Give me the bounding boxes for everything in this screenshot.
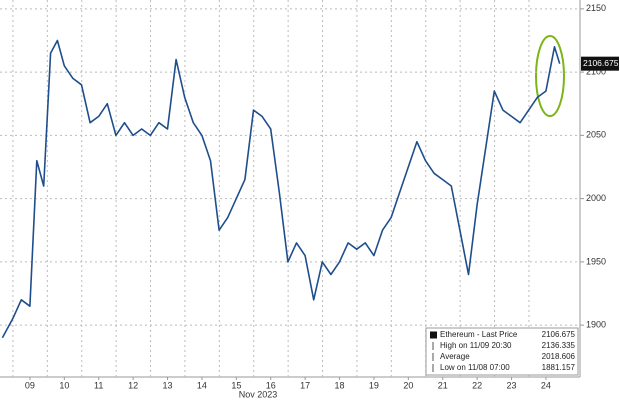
x-tick-label: 17 <box>300 380 310 390</box>
x-tick-label: 10 <box>59 380 69 390</box>
legend-label: Low on 11/08 07:00 <box>440 363 510 372</box>
legend-value: 2136.335 <box>542 341 576 350</box>
x-tick-label: 14 <box>197 380 207 390</box>
last-price-label: 2106.675 <box>583 58 619 68</box>
legend-label: Average <box>440 352 470 361</box>
x-tick-label: 09 <box>25 380 35 390</box>
x-tick-label: 13 <box>163 380 173 390</box>
legend-label: Ethereum - Last Price <box>440 330 518 339</box>
y-tick-label: 2050 <box>586 130 606 140</box>
x-tick-label: 21 <box>438 380 448 390</box>
legend-box <box>425 327 579 376</box>
x-axis-label: Nov 2023 <box>239 389 278 399</box>
legend-label: High on 11/09 20:30 <box>440 341 512 350</box>
x-tick-label: 22 <box>472 380 482 390</box>
price-line <box>1 39 561 339</box>
x-tick-label: 19 <box>369 380 379 390</box>
legend-value: 2018.606 <box>542 352 576 361</box>
y-tick-label: 1900 <box>586 320 606 330</box>
y-tick-label: 2100 <box>586 66 606 76</box>
x-tick-label: 23 <box>507 380 517 390</box>
y-tick-label: 2000 <box>586 193 606 203</box>
legend-value: 1881.157 <box>542 363 576 372</box>
legend: Ethereum - Last Price 2106.675 High on 11/… <box>425 327 579 376</box>
x-tick-label: 12 <box>128 380 138 390</box>
x-tick-label: 18 <box>335 380 345 390</box>
highlight-ellipse <box>535 35 565 117</box>
x-tick-label: 15 <box>231 380 241 390</box>
x-tick-label: 20 <box>403 380 413 390</box>
legend-swatch <box>430 331 437 339</box>
y-tick-label: 1950 <box>586 256 606 266</box>
legend-value: 2106.675 <box>542 330 576 339</box>
last-price-tag <box>581 56 619 71</box>
y-tick-label: 2150 <box>586 3 606 13</box>
x-tick-label: 11 <box>94 380 103 390</box>
x-tick-label: 16 <box>266 380 276 390</box>
x-tick-label: 24 <box>541 380 551 390</box>
